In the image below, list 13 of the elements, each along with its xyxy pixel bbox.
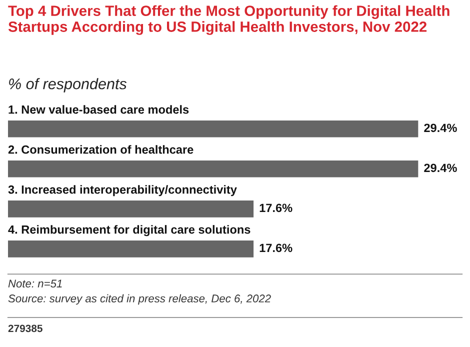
- y-tick-label: 1. New value-based care models: [8, 105, 189, 114]
- source-note: Source: survey as cited in press release, Dec 6, 2022: [8, 294, 271, 305]
- y-tick-label: 4. Reimbursement for digital care solutions: [8, 225, 250, 236]
- data-label: 29.4%: [424, 164, 457, 172]
- data-label: 29.4%: [424, 124, 457, 132]
- text: 279385: [8, 324, 42, 332]
- data-label: 17.6%: [260, 244, 292, 252]
- data-label: 17.6%: [260, 204, 292, 212]
- y-tick-label: 2. Consumerization of healthcare: [8, 145, 194, 154]
- chart-title: Top 4 Drivers That Offer the Most Opportunity for Digital Health Startups According to US Digital Health Investors, Nov 2022: [8, 5, 450, 35]
- chart-subtitle: % of respondents: [9, 78, 127, 92]
- text: Note: n=51: [8, 280, 62, 288]
- y-tick-label: 3. Increased interoperability/connectivity: [8, 185, 237, 196]
